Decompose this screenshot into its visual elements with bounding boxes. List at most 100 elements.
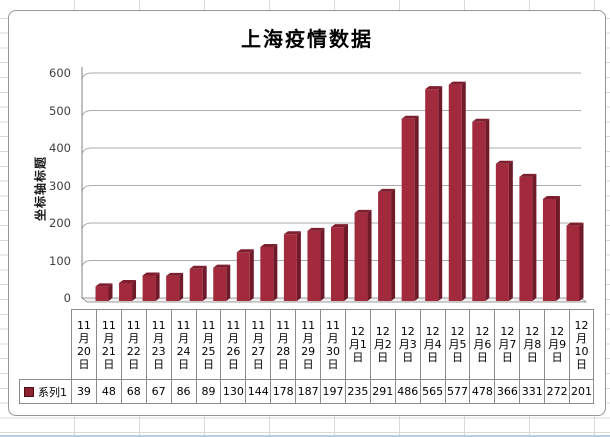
date-header-cell: 12 月5 日	[444, 309, 470, 379]
value-cell: 272	[544, 379, 570, 404]
bar-side-face	[226, 264, 231, 301]
bar-12月1日[interactable]	[354, 212, 368, 301]
bar-top-face	[519, 173, 537, 177]
value-cell: 86	[170, 379, 196, 404]
date-header-cell: 11 月 23 日	[145, 309, 171, 379]
bar-12月6日[interactable]	[472, 121, 486, 301]
value-cell: 331	[519, 379, 545, 404]
date-header-cell: 11 月 27 日	[245, 309, 271, 379]
value-cell: 89	[195, 379, 221, 404]
bar-top-face	[331, 224, 348, 228]
bar-side-face	[320, 227, 325, 301]
value-cell: 291	[369, 379, 395, 404]
chart-area[interactable]: 上海疫情数据 坐标轴标题 0 100 200 300 400 500 600 11 月 20…	[8, 10, 606, 416]
y-axis-tick-label: 500	[49, 103, 71, 118]
bar-12月9日[interactable]	[542, 199, 556, 301]
bar-side-face	[296, 231, 301, 301]
date-header-cell: 11 月 29 日	[295, 309, 321, 379]
value-cell: 478	[469, 379, 495, 404]
y-axis-tick-label: 100	[49, 253, 71, 268]
bar-top-face	[189, 265, 207, 269]
date-header-cell: 11 月 25 日	[195, 309, 221, 379]
value-cell: 39	[71, 379, 96, 404]
bar-side-face	[461, 81, 466, 301]
bar-12月5日[interactable]	[448, 84, 462, 301]
date-header-cell: 11 月 22 日	[120, 309, 146, 379]
bar-top-face	[213, 264, 231, 268]
bar-side-face	[508, 160, 513, 301]
bar-side-face	[485, 118, 490, 301]
bar-top-face	[95, 283, 113, 287]
date-header-cell: 11 月 30 日	[320, 309, 345, 379]
bar-12月4日[interactable]	[425, 89, 439, 301]
bar-12月3日[interactable]	[401, 118, 415, 301]
bar-11月21日[interactable]	[119, 283, 133, 301]
bar-11月20日[interactable]	[95, 286, 109, 301]
date-header-cell: 12 月6 日	[469, 309, 495, 379]
date-header-cell: 11 月 24 日	[170, 309, 196, 379]
date-header-cell: 12 月7 日	[494, 309, 520, 379]
y-axis-tick-label: 600	[49, 66, 71, 80]
bar-side-face	[579, 222, 584, 301]
date-header-cell: 12 月 10 日	[569, 309, 594, 379]
bar-side-face	[438, 86, 443, 301]
bar-top-face	[542, 196, 560, 199]
bar-11月29日[interactable]	[307, 230, 321, 301]
bar-side-face	[273, 244, 278, 301]
bar-top-face	[354, 209, 372, 213]
value-cell: 366	[494, 379, 520, 404]
bar-11月27日[interactable]	[260, 247, 274, 301]
bar-11月26日[interactable]	[236, 252, 250, 301]
y-axis-tick-label: 400	[49, 141, 71, 155]
date-header-cell: 11 月 28 日	[270, 309, 296, 379]
date-header-cell: 12 月8 日	[519, 309, 545, 379]
bar-top-face	[166, 272, 184, 276]
bar-12月8日[interactable]	[519, 176, 533, 301]
date-header-cell: 11 月 26 日	[220, 309, 246, 379]
y-axis-tick-label: 200	[49, 216, 71, 230]
value-cell: 201	[569, 379, 594, 404]
bar-top-face	[566, 222, 584, 226]
value-cell: 130	[220, 379, 246, 404]
bar-side-face	[108, 283, 113, 301]
bar-11月28日[interactable]	[283, 234, 297, 301]
series-color-swatch-icon	[24, 386, 34, 397]
value-cell: 577	[444, 379, 470, 404]
y-axis-tick-label: 0	[63, 291, 71, 305]
bar-top-face	[472, 118, 490, 122]
bar-12月7日[interactable]	[495, 163, 509, 301]
date-header-cell: 12 月4 日	[419, 309, 445, 379]
bar-side-face	[344, 224, 348, 301]
sheet-pane-divider	[0, 435, 610, 437]
bar-top-face	[260, 244, 278, 247]
bar-side-face	[132, 280, 137, 301]
bar-11月30日[interactable]	[331, 227, 344, 301]
bar-11月25日[interactable]	[213, 267, 227, 301]
bar-side-face	[155, 272, 160, 301]
value-cell: 48	[95, 379, 121, 404]
value-cell: 68	[120, 379, 146, 404]
bar-top-face	[119, 280, 137, 283]
bar-side-face	[555, 196, 560, 301]
gridline	[81, 72, 581, 80]
bar-side-face	[532, 173, 537, 301]
bar-11月23日[interactable]	[166, 275, 180, 301]
bar-side-face	[391, 188, 396, 301]
bar-top-face	[448, 81, 466, 85]
y-axis-tick-labels: 0 100 200 300 400 500 600	[9, 11, 73, 311]
bar-12月10日[interactable]	[566, 225, 580, 301]
bar-top-face	[142, 272, 160, 276]
bar-side-face	[179, 272, 184, 301]
bar-top-face	[401, 115, 419, 119]
value-cell: 187	[295, 379, 321, 404]
bar-top-face	[236, 249, 254, 253]
date-header-cell: 12 月9 日	[544, 309, 570, 379]
bar-11月22日[interactable]	[142, 275, 156, 302]
bar-12月2日[interactable]	[378, 191, 392, 301]
bar-top-face	[283, 231, 301, 235]
bar-side-face	[202, 265, 207, 301]
bar-side-face	[249, 249, 254, 301]
gridline	[81, 147, 581, 155]
bar-11月24日[interactable]	[189, 268, 203, 301]
date-header-cell: 12 月3 日	[394, 309, 420, 379]
